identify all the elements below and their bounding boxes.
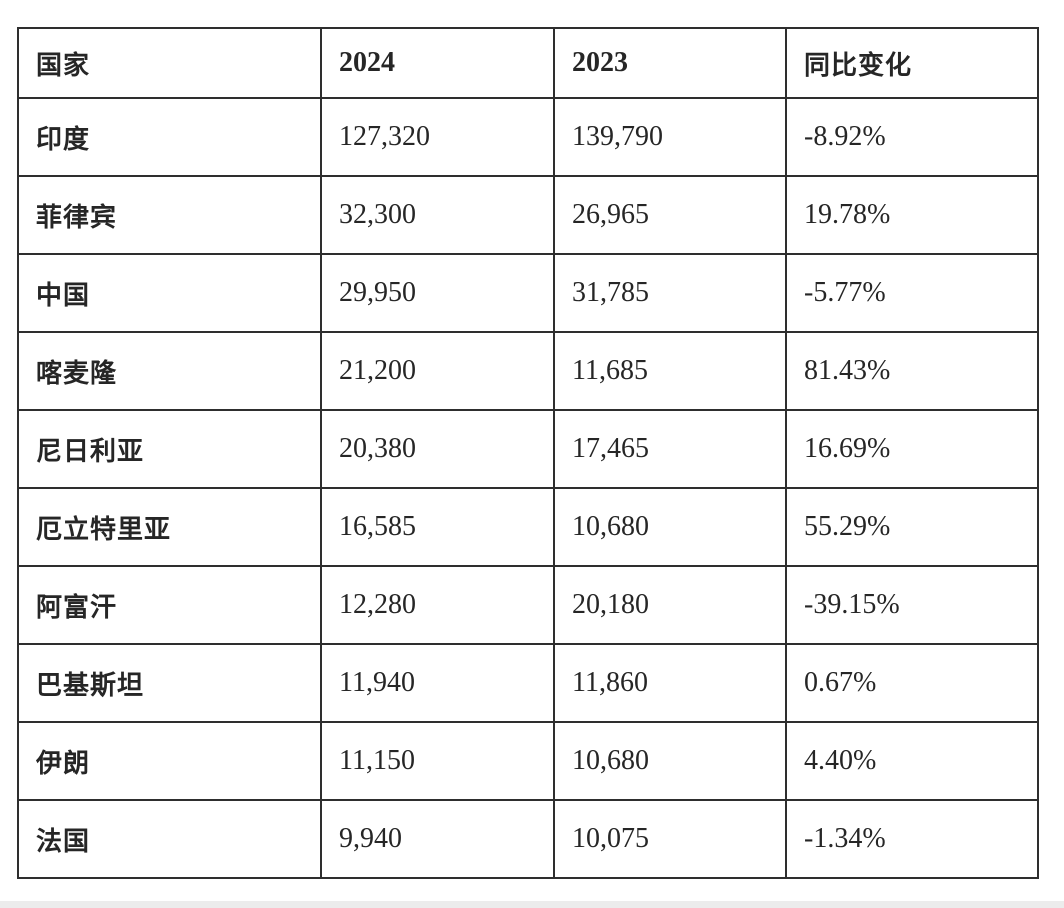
yoy-change-cell: -39.15% <box>785 565 1039 645</box>
yoy-change-cell: 0.67% <box>785 643 1039 723</box>
country-cell: 巴基斯坦 <box>17 643 322 723</box>
table-row: 阿富汗 12,280 20,180 -39.15% <box>17 565 1039 645</box>
table-row: 伊朗 11,150 10,680 4.40% <box>17 721 1039 801</box>
table-header: 国家 2024 2023 同比变化 <box>17 27 1039 99</box>
header-country: 国家 <box>17 27 322 99</box>
yoy-change-cell: 81.43% <box>785 331 1039 411</box>
table-row: 厄立特里亚 16,585 10,680 55.29% <box>17 487 1039 567</box>
header-2023: 2023 <box>553 27 787 99</box>
value-2024-cell: 32,300 <box>320 175 555 255</box>
value-2024-cell: 16,585 <box>320 487 555 567</box>
header-row: 国家 2024 2023 同比变化 <box>17 27 1039 99</box>
country-cell: 尼日利亚 <box>17 409 322 489</box>
table-row: 尼日利亚 20,380 17,465 16.69% <box>17 409 1039 489</box>
yoy-change-cell: -5.77% <box>785 253 1039 333</box>
country-cell: 喀麦隆 <box>17 331 322 411</box>
country-cell: 阿富汗 <box>17 565 322 645</box>
country-data-table-container: 国家 2024 2023 同比变化 印度 127,320 139,790 -8.… <box>17 27 1039 879</box>
value-2023-cell: 10,680 <box>553 721 787 801</box>
country-cell: 厄立特里亚 <box>17 487 322 567</box>
yoy-change-cell: -8.92% <box>785 97 1039 177</box>
table-row: 法国 9,940 10,075 -1.34% <box>17 799 1039 879</box>
header-2024: 2024 <box>320 27 555 99</box>
table-row: 中国 29,950 31,785 -5.77% <box>17 253 1039 333</box>
value-2024-cell: 127,320 <box>320 97 555 177</box>
value-2024-cell: 9,940 <box>320 799 555 879</box>
country-cell: 印度 <box>17 97 322 177</box>
value-2023-cell: 26,965 <box>553 175 787 255</box>
value-2023-cell: 31,785 <box>553 253 787 333</box>
bottom-edge-strip <box>0 901 1064 908</box>
value-2024-cell: 12,280 <box>320 565 555 645</box>
country-cell: 伊朗 <box>17 721 322 801</box>
value-2023-cell: 11,685 <box>553 331 787 411</box>
country-cell: 菲律宾 <box>17 175 322 255</box>
country-data-table: 国家 2024 2023 同比变化 印度 127,320 139,790 -8.… <box>17 27 1039 879</box>
value-2023-cell: 139,790 <box>553 97 787 177</box>
table-row: 印度 127,320 139,790 -8.92% <box>17 97 1039 177</box>
country-cell: 中国 <box>17 253 322 333</box>
yoy-change-cell: 16.69% <box>785 409 1039 489</box>
value-2024-cell: 20,380 <box>320 409 555 489</box>
yoy-change-cell: 55.29% <box>785 487 1039 567</box>
yoy-change-cell: 19.78% <box>785 175 1039 255</box>
table-row: 菲律宾 32,300 26,965 19.78% <box>17 175 1039 255</box>
value-2023-cell: 10,075 <box>553 799 787 879</box>
country-cell: 法国 <box>17 799 322 879</box>
value-2024-cell: 29,950 <box>320 253 555 333</box>
value-2024-cell: 21,200 <box>320 331 555 411</box>
table-row: 喀麦隆 21,200 11,685 81.43% <box>17 331 1039 411</box>
yoy-change-cell: -1.34% <box>785 799 1039 879</box>
table-body: 印度 127,320 139,790 -8.92% 菲律宾 32,300 26,… <box>17 97 1039 879</box>
header-yoy-change: 同比变化 <box>785 27 1039 99</box>
value-2023-cell: 10,680 <box>553 487 787 567</box>
value-2024-cell: 11,150 <box>320 721 555 801</box>
value-2024-cell: 11,940 <box>320 643 555 723</box>
yoy-change-cell: 4.40% <box>785 721 1039 801</box>
value-2023-cell: 11,860 <box>553 643 787 723</box>
value-2023-cell: 20,180 <box>553 565 787 645</box>
table-row: 巴基斯坦 11,940 11,860 0.67% <box>17 643 1039 723</box>
value-2023-cell: 17,465 <box>553 409 787 489</box>
